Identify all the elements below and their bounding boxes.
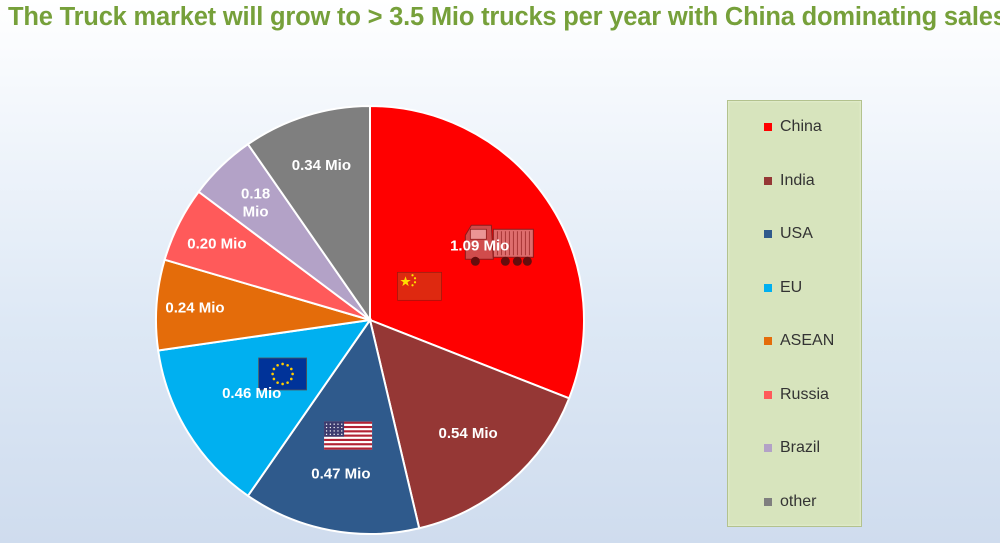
pie-slice-eu: [157, 318, 373, 498]
data-label-russia: 0.20 Mio: [187, 235, 246, 252]
legend-swatch: [764, 283, 772, 292]
legend-label: EU: [780, 278, 803, 296]
pie-data-labels: 1.09 Mio 0.54 Mio 0.47 Mio 0.46 Mio 0.24 Mio…: [165, 157, 509, 483]
legend-swatch: [764, 390, 772, 399]
data-label-eu: 0.46 Mio: [222, 385, 281, 402]
legend-item-brazil: Brazil: [764, 438, 820, 458]
legend-label: USA: [780, 225, 813, 242]
legend-item-other: other: [764, 492, 816, 512]
legend-swatch: [764, 176, 772, 185]
legend-swatch: [764, 230, 772, 238]
data-label-other: 0.34 Mio: [292, 157, 351, 174]
legend-label: India: [780, 171, 815, 189]
legend-item-india: India: [764, 171, 815, 191]
legend-item-asean: ASEAN: [764, 331, 834, 351]
legend-label: other: [780, 492, 817, 510]
usa-flag-icon: [324, 421, 373, 450]
legend-label: China: [780, 118, 822, 135]
legend-label: Brazil: [780, 439, 821, 456]
pie-slice-other: [246, 104, 371, 324]
data-label-usa: 0.47 Mio: [311, 466, 370, 483]
legend-swatch: [764, 123, 772, 131]
data-label-asean: 0.24 Mio: [165, 300, 224, 317]
chart-legend: China India USA EU ASEAN Russia Brazil other: [727, 100, 862, 527]
legend-item-russia: Russia: [764, 385, 829, 405]
data-label-china: 1.09 Mio: [450, 237, 509, 254]
eu-flag-icon: [258, 357, 308, 391]
legend-item-china: China: [764, 117, 822, 137]
legend-swatch: [764, 497, 772, 506]
data-label-brazil: 0.18 Mio: [241, 185, 270, 220]
legend-label: ASEAN: [780, 332, 835, 349]
legend-swatch: [764, 337, 772, 345]
china-flag-icon: [397, 271, 442, 301]
chart-title: The Truck market will grow to > 3.5 Mio …: [8, 3, 1000, 31]
pie-decorations: [258, 224, 534, 450]
legend-label: Russia: [780, 385, 829, 403]
pie-slice-india: [368, 318, 571, 530]
truck-image: [464, 224, 534, 266]
legend-swatch: [764, 444, 772, 452]
data-label-india: 0.54 Mio: [439, 425, 498, 442]
legend-item-usa: USA: [764, 224, 813, 244]
legend-item-eu: EU: [764, 278, 802, 298]
